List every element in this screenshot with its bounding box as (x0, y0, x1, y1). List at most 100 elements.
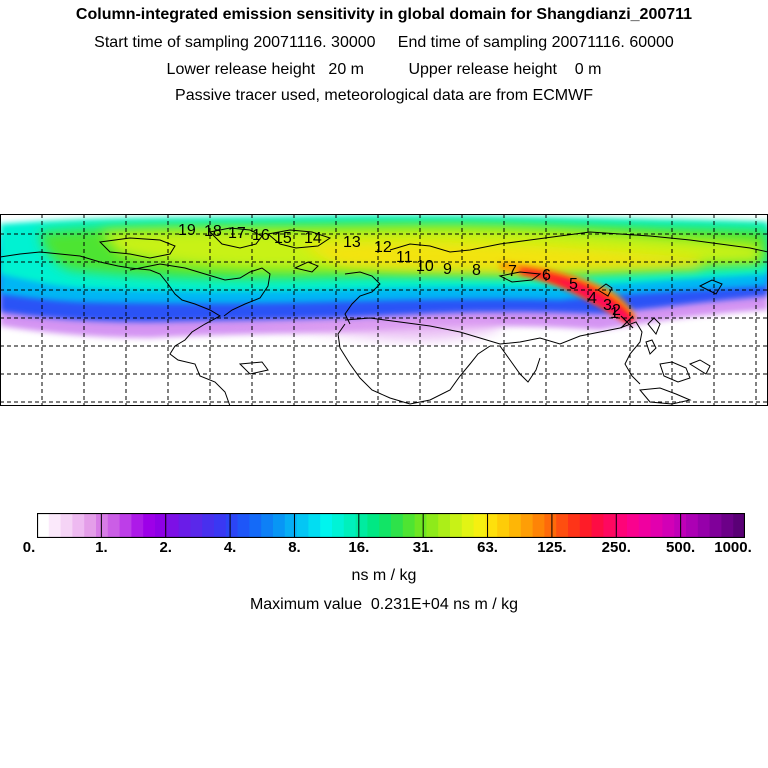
trajectory-label: 7 (508, 263, 517, 280)
colorbar-cell (426, 513, 439, 538)
trajectory-label: 4 (588, 290, 597, 307)
colorbar-tick-labels: 0. 1. 2. 4. 8. 16. 31. 63. 125. 250. 500. 1000. (0, 539, 768, 559)
colorbar-cell (532, 513, 545, 538)
colorbar-cell (60, 513, 73, 538)
colorbar-cell (697, 513, 711, 538)
trajectory-label: 2 (612, 302, 621, 319)
colorbar-cell (615, 513, 628, 538)
colorbar-tick-label: 125. (537, 539, 567, 556)
colorbar-tick-label: 8. (288, 539, 301, 556)
colorbar-unit: ns m / kg (351, 567, 417, 584)
trajectory-label: 14 (304, 230, 322, 247)
colorbar-cell (544, 513, 557, 538)
colorbar-cell (721, 513, 734, 538)
trajectory-label: 12 (374, 239, 392, 256)
trajectory-label: 18 (204, 223, 222, 240)
colorbar-cell (178, 513, 191, 538)
colorbar-cell (355, 513, 368, 538)
trajectory-label: 13 (343, 234, 361, 251)
trajectory-label: 5 (569, 276, 578, 293)
plot-title: Column-integrated emission sensitivity i… (75, 6, 693, 23)
colorbar-cell (131, 513, 144, 538)
colorbar-cell (520, 513, 534, 538)
trajectory-label: 8 (472, 262, 481, 279)
colorbar-cell (48, 513, 62, 538)
colorbar-cell (638, 513, 652, 538)
colorbar-cell (603, 513, 616, 538)
colorbar-cell (650, 513, 663, 538)
colorbar-cell (143, 513, 156, 538)
colorbar-cell (414, 513, 427, 538)
colorbar-cell (237, 513, 250, 538)
colorbar-cell (308, 513, 321, 538)
colorbar-cell (261, 513, 274, 538)
trajectory-label: 9 (443, 261, 452, 278)
colorbar-tick-label: 250. (601, 539, 631, 556)
colorbar-cell (296, 513, 309, 538)
sampling-time-line: Start time of sampling 20071116. 30000 E… (94, 34, 674, 51)
colorbar-cell (284, 513, 298, 538)
colorbar (37, 513, 745, 538)
trajectory-label: 16 (252, 227, 270, 244)
colorbar-cell (591, 513, 604, 538)
colorbar-cell (107, 513, 121, 538)
trajectory-label: 17 (228, 225, 246, 242)
colorbar-tick-label: 500. (666, 539, 696, 556)
colorbar-tick-label: 1. (95, 539, 108, 556)
release-height-line: Lower release height 20 m Upper release … (166, 61, 602, 78)
colorbar-tick-label: 63. (477, 539, 498, 556)
colorbar-tick-label: 2. (159, 539, 172, 556)
colorbar-cell (709, 513, 722, 538)
tracer-info-line: Passive tracer used, meteorological data… (175, 87, 593, 104)
colorbar-cell (438, 513, 451, 538)
colorbar-tick-label: 31. (412, 539, 434, 556)
colorbar-cell (84, 513, 97, 538)
colorbar-cell (225, 513, 239, 538)
trajectory-label: 6 (542, 267, 551, 284)
graticule (0, 214, 768, 406)
colorbar-cell (249, 513, 262, 538)
colorbar-tick-label: 4. (223, 539, 237, 556)
colorbar-cell (367, 513, 380, 538)
colorbar-cell (662, 513, 675, 538)
colorbar-frame (37, 513, 745, 538)
colorbar-cell (473, 513, 486, 538)
colorbar-cell (119, 513, 132, 538)
colorbar-tick-label: 1000. (714, 539, 752, 556)
colorbar-cell (733, 513, 745, 538)
colorbar-cell (579, 513, 593, 538)
colorbar-cell (556, 513, 569, 538)
maximum-value-line: Maximum value 0.231E+04 ns m / kg (249, 596, 519, 613)
colorbar-cell (155, 513, 168, 538)
colorbar-cell (166, 513, 180, 538)
receptor-marker: x (620, 315, 634, 329)
colorbar-cell (509, 513, 522, 538)
colorbar-cell (450, 513, 463, 538)
colorbar-cell (214, 513, 227, 538)
trajectory-label: 10 (416, 258, 434, 275)
colorbar-cell (37, 513, 50, 538)
colorbar-cell (343, 513, 357, 538)
colorbar-cell (72, 513, 85, 538)
colorbar-cell (379, 513, 392, 538)
trajectory-label: 15 (274, 230, 292, 247)
colorbar-cell (391, 513, 404, 538)
colorbar-cell (497, 513, 510, 538)
colorbar-cell (273, 513, 286, 538)
colorbar-cell (686, 513, 699, 538)
trajectory-label: 1 (610, 305, 619, 322)
trajectory-label: 11 (396, 249, 413, 266)
trajectory-label: 19 (178, 222, 196, 239)
colorbar-tick-label: 16. (348, 539, 370, 556)
colorbar-cell (402, 513, 416, 538)
colorbar-cell (627, 513, 640, 538)
colorbar-tick-label: 0. (22, 539, 36, 556)
colorbar-cell (202, 513, 215, 538)
colorbar-cell (332, 513, 345, 538)
colorbar-cell (485, 513, 498, 538)
colorbar-cell (96, 513, 109, 538)
colorbar-cell (190, 513, 203, 538)
colorbar-cell (568, 513, 581, 538)
